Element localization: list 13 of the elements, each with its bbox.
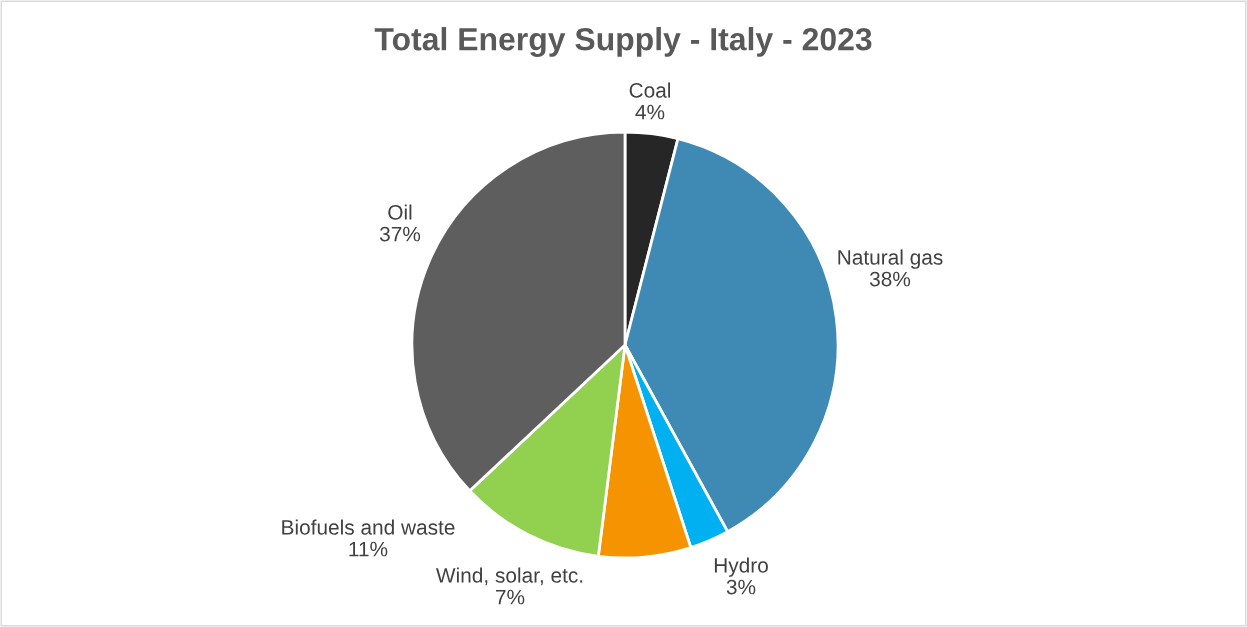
slice-label: Hydro	[714, 557, 768, 577]
slice-label: Coal	[629, 82, 671, 98]
data-label: 37%	[379, 226, 421, 242]
data-label: 3%	[726, 579, 756, 595]
slice-label: Biofuels and waste	[282, 519, 455, 535]
slice-label: Wind, solar, etc.	[435, 567, 583, 586]
chart-title: Total Energy Supply - Italy - 2023	[374, 27, 872, 57]
data-label: 38%	[869, 271, 911, 287]
data-label: 4%	[635, 104, 665, 120]
slice-label: Oil	[388, 204, 412, 220]
data-label: 7%	[496, 589, 525, 605]
data-label: 11%	[349, 541, 388, 557]
slice-label: Natural gas	[838, 249, 943, 269]
